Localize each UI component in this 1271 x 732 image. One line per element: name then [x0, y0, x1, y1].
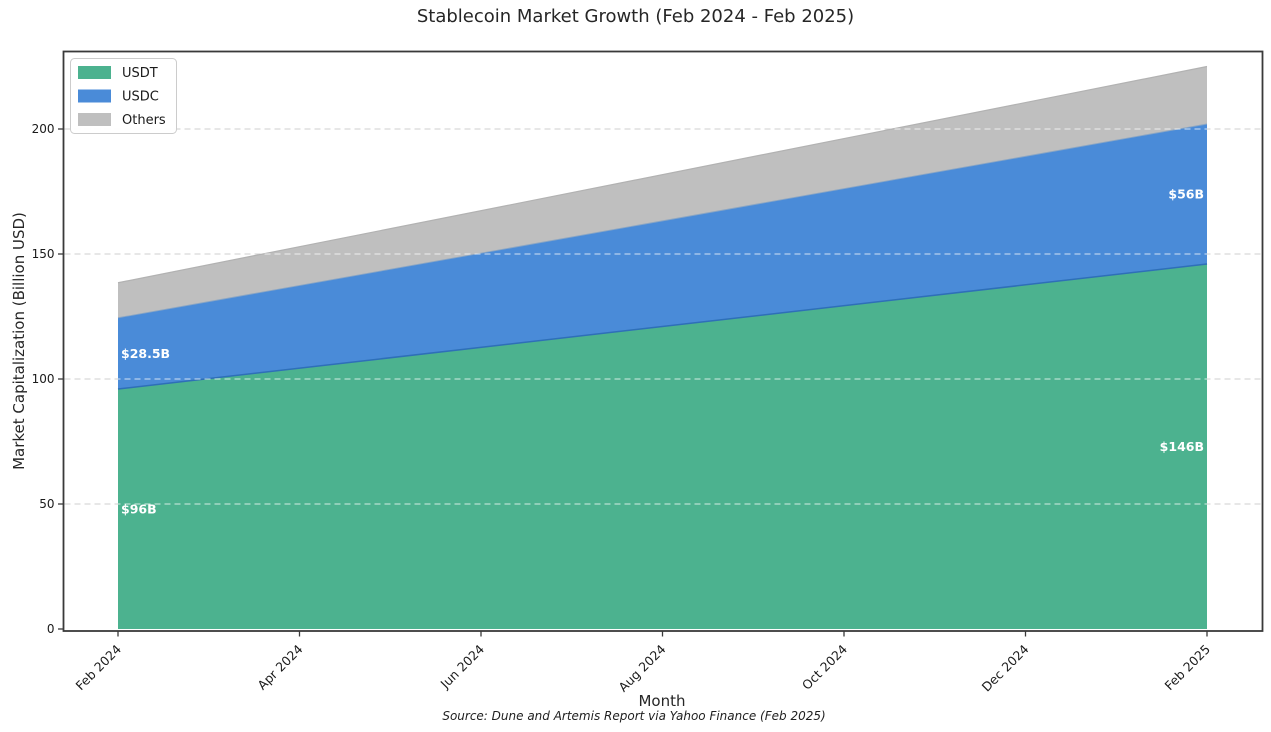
boundary-line-1 [117, 123, 1208, 319]
source-note: Source: Dune and Artemis Report via Yaho… [442, 709, 826, 723]
x-tick-label-4: Oct 2024 [799, 641, 850, 692]
boundary-line-2 [117, 65, 1208, 284]
annotation-28.5b: $28.5B [121, 346, 170, 361]
legend-label-others: Others [122, 113, 166, 128]
y-tick-label-0: 0 [47, 622, 55, 636]
area-usdt [118, 264, 1207, 629]
x-tick-label-5: Dec 2024 [979, 641, 1032, 694]
area-usdc [118, 124, 1207, 389]
x-tick-label-0: Feb 2024 [73, 641, 125, 693]
legend-swatch-usdt [78, 66, 111, 79]
x-tick-label-2: Jun 2024 [437, 641, 487, 691]
x-axis-label: Month [638, 692, 686, 710]
x-tick-label-6: Feb 2025 [1162, 642, 1214, 694]
legend-label-usdc: USDC [122, 90, 159, 105]
legend-label-usdt: USDT [122, 66, 158, 81]
y-tick-label-150: 150 [32, 247, 55, 261]
legend-swatch-usdc [78, 89, 111, 103]
x-tick-label-3: Aug 2024 [615, 641, 668, 694]
y-tick-label-50: 50 [39, 497, 54, 511]
annotation-96b: $96B [121, 502, 157, 517]
y-axis-label: Market Capitalization (Billion USD) [10, 212, 28, 470]
annotation-146b: $146B [1160, 439, 1204, 454]
annotation-56b: $56B [1168, 187, 1204, 202]
y-tick-label-200: 200 [32, 122, 55, 136]
legend-swatch-others [78, 113, 111, 126]
y-tick-label-100: 100 [32, 372, 55, 386]
chart-title: Stablecoin Market Growth (Feb 2024 - Feb… [416, 6, 855, 27]
legend: USDT USDC Others [70, 58, 177, 134]
x-tick-label-1: Apr 2024 [254, 641, 305, 692]
boundary-line-0 [117, 263, 1208, 390]
